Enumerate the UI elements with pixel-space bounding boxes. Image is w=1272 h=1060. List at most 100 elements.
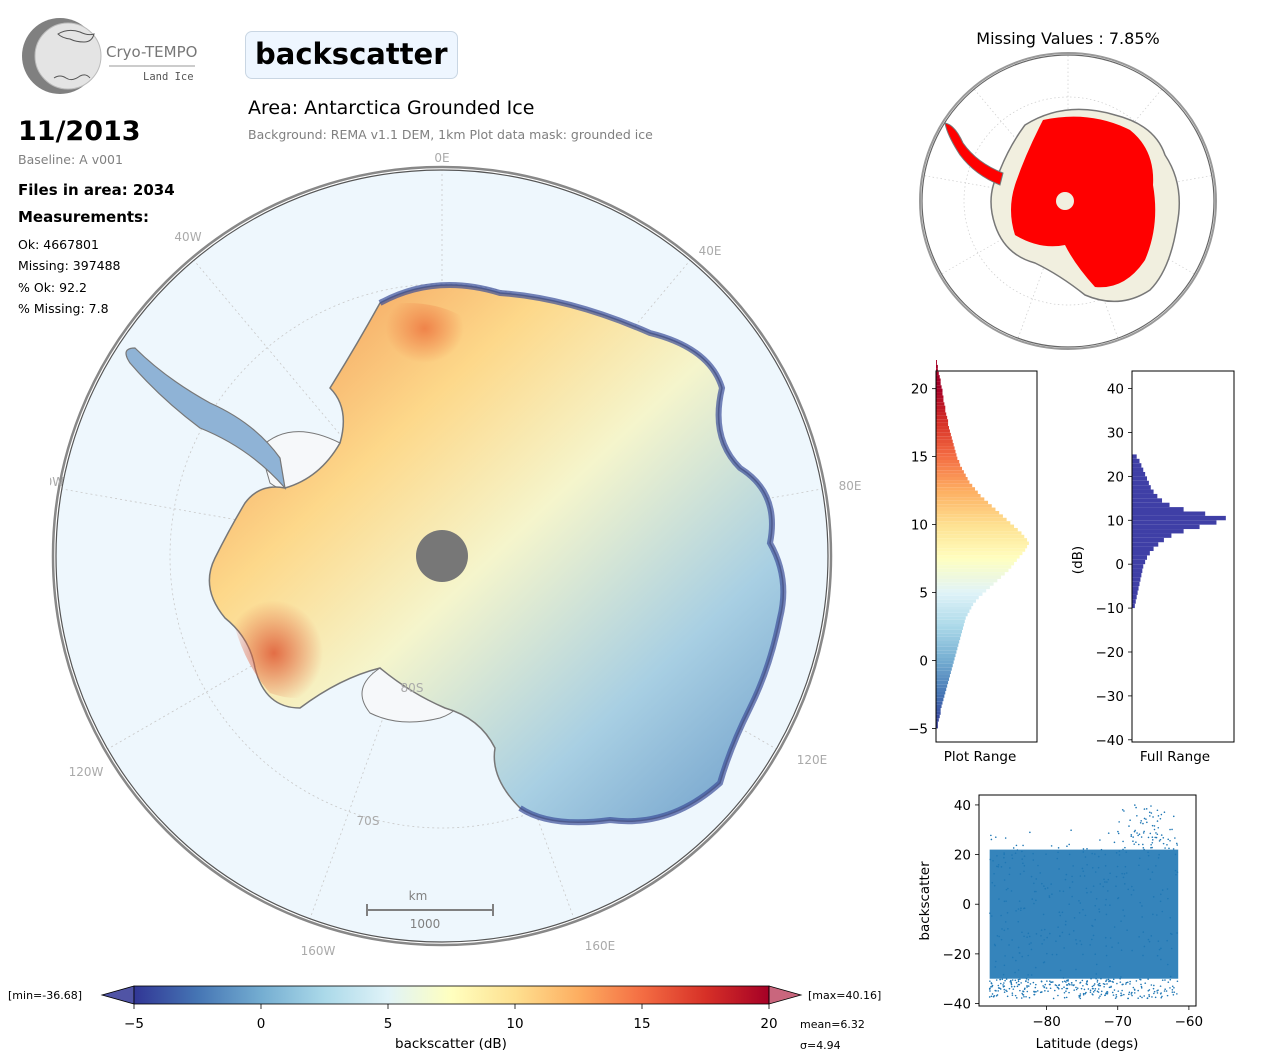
scatter-point: [1033, 882, 1035, 885]
scatter-point: [1122, 876, 1125, 879]
scatter-point: [1159, 838, 1162, 841]
scatter-point: [1112, 978, 1115, 981]
scatter-point: [1119, 981, 1122, 983]
scatter-point: [1015, 959, 1017, 962]
scatter-point: [1094, 918, 1096, 921]
scatter-point: [1020, 997, 1023, 999]
scatter-point: [1122, 840, 1124, 843]
scatter-point: [1082, 953, 1084, 956]
scatter-point: [1103, 878, 1105, 881]
scatter-point: [1017, 946, 1020, 949]
scatter-point: [1159, 992, 1162, 995]
scatter-point: [1098, 982, 1101, 985]
scatter-point: [1115, 875, 1118, 878]
scatter-point: [1111, 946, 1113, 948]
colorbar-min-extend: [100, 985, 135, 1005]
scatter-point: [1022, 990, 1025, 993]
scatter-point: [1117, 830, 1119, 833]
scatter-point: [1105, 954, 1108, 957]
scatter-point: [1005, 900, 1007, 902]
scatter-point: [1143, 830, 1145, 833]
scatter-point: [1137, 834, 1139, 837]
scatter-point: [1037, 864, 1039, 867]
histogram-bar: [1132, 529, 1184, 534]
scatter-point: [1046, 952, 1048, 955]
scatter-point: [1117, 990, 1120, 992]
histogram-full-range: −40 −30 −20 −10 0 10 20 30 40 (dB) Full Range: [1070, 370, 1235, 765]
scatter-point: [1065, 990, 1067, 992]
antarctica-west-warm-region: [225, 548, 365, 698]
scatter-point: [1147, 978, 1149, 980]
scatter-point: [1050, 845, 1053, 847]
scatter-point: [1142, 954, 1144, 957]
scatter-point: [1129, 819, 1131, 822]
histogram-bar: [1132, 581, 1140, 587]
scatter-point: [1084, 914, 1087, 917]
scatter-point: [1100, 977, 1102, 980]
scatter-point: [1094, 989, 1096, 992]
scatter-point: [1139, 978, 1141, 981]
scatter-point: [1000, 982, 1002, 985]
histogram-bar: [936, 361, 937, 365]
scatter-point: [1043, 961, 1046, 963]
scatter-point: [1033, 902, 1035, 905]
scatter-point: [1131, 885, 1133, 888]
scatter-point: [1029, 983, 1032, 985]
scatter-point: [1089, 944, 1091, 946]
scatter-point: [989, 858, 992, 861]
scatter-point: [1150, 984, 1153, 986]
scatter-point: [996, 865, 998, 868]
scatter-point: [1134, 829, 1136, 832]
scatter-point: [1051, 953, 1054, 956]
scatter-point: [1035, 933, 1038, 935]
scatter-point: [1120, 949, 1123, 952]
scatter-point: [1118, 850, 1121, 852]
scatter-point: [1089, 989, 1092, 992]
histogram-bar: [936, 541, 1029, 545]
histogram-bar: [936, 538, 1028, 542]
histogram-bar: [936, 667, 952, 671]
scatter-point: [1042, 985, 1044, 987]
scatter-point: [1127, 888, 1130, 891]
scatter-point: [1164, 847, 1166, 849]
scatter-point: [1171, 985, 1174, 988]
lon-label: 160W: [301, 944, 336, 958]
scatter-point: [1033, 990, 1035, 993]
scatter-point: [1072, 984, 1075, 987]
scatter-point: [1116, 982, 1118, 985]
scatter-point: [1079, 982, 1081, 984]
scatter-point: [1086, 847, 1088, 850]
scatter-point: [1159, 900, 1162, 903]
scatter-point: [1023, 935, 1025, 938]
scatter-point: [1146, 997, 1149, 999]
y-tick-label: −10: [1096, 601, 1125, 617]
scatter-point: [1100, 990, 1103, 993]
histogram-bar: [936, 504, 992, 508]
scatter-point: [1176, 980, 1179, 983]
scatter-point: [1028, 935, 1031, 938]
y-tick-label: 10: [1107, 513, 1124, 529]
histogram-bar: [936, 558, 1017, 562]
scatter-point: [1063, 986, 1065, 989]
lat-label: 70S: [357, 814, 380, 828]
scatter-point: [1130, 834, 1133, 836]
histogram-bar: [936, 687, 947, 692]
plot-range-xlabel: Plot Range: [944, 749, 1017, 765]
scatter-point: [1065, 996, 1068, 999]
scatter-point: [1075, 968, 1077, 971]
histogram-bar: [936, 388, 943, 393]
histogram-bar: [936, 555, 1020, 559]
scatter-point: [1063, 980, 1066, 982]
lon-label: 120W: [69, 765, 104, 779]
scatter-point: [1125, 851, 1128, 853]
colorbar-label: backscatter (dB): [395, 1036, 507, 1052]
files-count: Files in area: 2034: [18, 181, 175, 199]
scatter-point: [1153, 992, 1155, 995]
scatter-point: [1104, 881, 1106, 883]
scatter-point: [1035, 899, 1037, 902]
scale-value: 1000: [410, 917, 441, 931]
scatter-point: [1056, 857, 1059, 860]
scatter-point: [1008, 987, 1011, 990]
scatter-point: [1103, 985, 1105, 988]
scatter-point: [1057, 987, 1060, 990]
